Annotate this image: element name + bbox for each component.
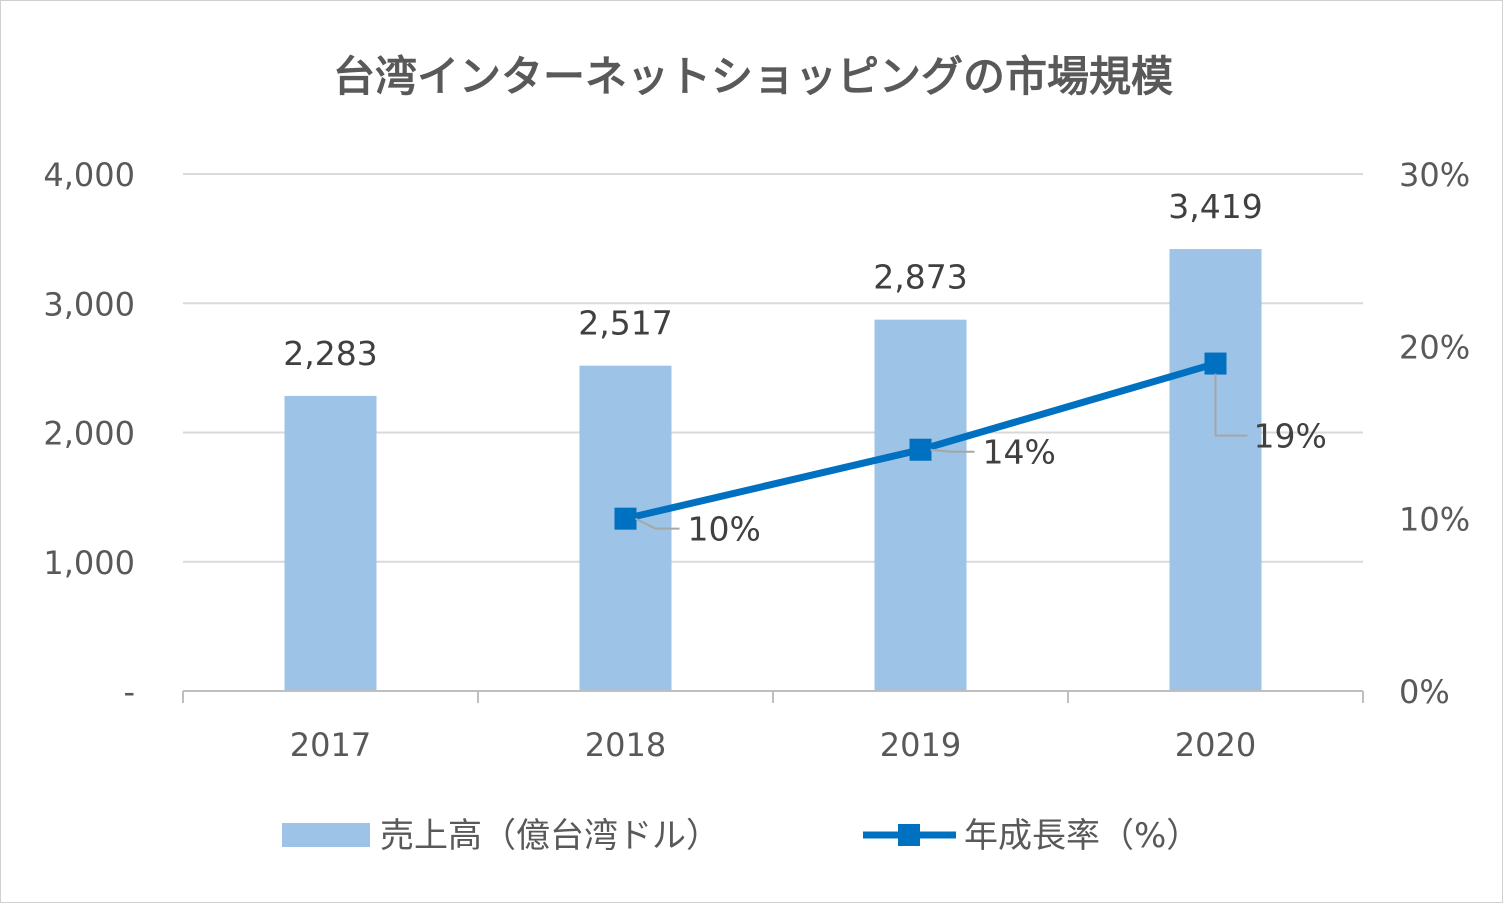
bar-label-2018: 2,517 bbox=[578, 304, 672, 343]
x-axis: 2017 2018 2019 2020 bbox=[182, 690, 1364, 764]
leader-line bbox=[1214, 373, 1248, 437]
gridlines bbox=[183, 173, 1363, 563]
left-y-tick-label: 3,000 bbox=[43, 285, 135, 323]
right-y-axis: 0% 10% 20% 30% bbox=[1399, 156, 1470, 711]
line-series bbox=[614, 352, 1227, 530]
left-y-axis: - 1,000 2,000 3,000 4,000 bbox=[43, 156, 135, 711]
legend-line-marker bbox=[898, 824, 920, 846]
right-y-tick-label: 10% bbox=[1399, 501, 1470, 539]
legend-bar-label: 売上高（億台湾ドル） bbox=[380, 816, 720, 856]
leader-line bbox=[635, 517, 680, 530]
bar-label-2020: 3,419 bbox=[1168, 187, 1262, 226]
line-data-labels: 10% 14% 19% bbox=[635, 373, 1327, 549]
bar-2020 bbox=[1169, 249, 1262, 692]
left-y-tick-label: 1,000 bbox=[43, 544, 135, 582]
x-tick-label-2020: 2020 bbox=[1175, 726, 1256, 764]
bar-data-labels: 2,283 2,517 2,873 3,419 bbox=[283, 187, 1262, 373]
x-tick-label-2019: 2019 bbox=[880, 726, 961, 764]
line-marker-2019 bbox=[909, 438, 932, 461]
left-y-tick-label: - bbox=[123, 673, 135, 711]
line-label-2020: 19% bbox=[1254, 417, 1327, 456]
x-tick-label-2017: 2017 bbox=[290, 726, 371, 764]
legend: 売上高（億台湾ドル） 年成長率（%） bbox=[282, 816, 1200, 856]
line-marker-2020 bbox=[1204, 352, 1227, 375]
line-label-2019: 14% bbox=[983, 433, 1056, 472]
bar-2019 bbox=[874, 319, 967, 691]
right-y-tick-label: 30% bbox=[1399, 156, 1470, 194]
leader-line bbox=[930, 448, 975, 453]
right-y-tick-label: 20% bbox=[1399, 328, 1470, 366]
bar-label-2019: 2,873 bbox=[873, 258, 967, 297]
line-label-2018: 10% bbox=[688, 510, 761, 549]
legend-line-label: 年成長率（%） bbox=[964, 816, 1200, 856]
bar-2017 bbox=[284, 395, 377, 691]
chart-title: 台湾インターネットショッピングの市場規模 bbox=[333, 52, 1173, 101]
line-marker-2018 bbox=[614, 507, 637, 530]
legend-bar-swatch bbox=[282, 823, 370, 847]
right-y-tick-label: 0% bbox=[1399, 673, 1450, 711]
left-y-tick-label: 2,000 bbox=[43, 415, 135, 453]
bar-label-2017: 2,283 bbox=[283, 334, 377, 373]
bar-series bbox=[284, 249, 1262, 692]
x-tick-label-2018: 2018 bbox=[585, 726, 666, 764]
left-y-tick-label: 4,000 bbox=[43, 156, 135, 194]
